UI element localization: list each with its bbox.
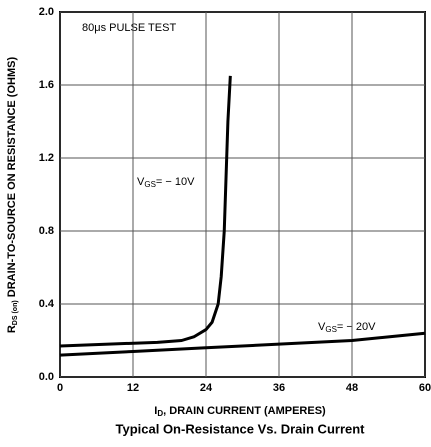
series-label: VGS= − 10V — [137, 176, 195, 189]
y-tick-label: 2.0 — [39, 6, 54, 18]
y-tick-label: 0.8 — [39, 225, 54, 237]
x-tick-label: 12 — [127, 382, 139, 394]
series-label: VGS= − 20V — [318, 321, 376, 334]
line-series — [59, 75, 232, 348]
y-tick-label: 1.2 — [39, 152, 54, 164]
x-tick-label: 24 — [200, 382, 213, 394]
x-tick-label: 60 — [419, 382, 431, 394]
annotation: 80μs PULSE TEST — [82, 22, 176, 34]
x-tick-label: 0 — [57, 382, 63, 394]
y-tick-label: 0.0 — [39, 371, 54, 383]
x-tick-label: 48 — [346, 382, 358, 394]
x-axis-label: ID, DRAIN CURRENT (AMPERES) — [154, 405, 326, 418]
x-tick-label: 36 — [273, 382, 285, 394]
line-series — [59, 331, 426, 357]
y-axis-label: RDS (on) DRAIN-TO-SOURCE ON RESISTANCE (… — [6, 57, 19, 334]
y-tick-label: 0.4 — [39, 298, 55, 310]
y-tick-label: 1.6 — [39, 79, 54, 91]
chart-title: Typical On-Resistance Vs. Drain Current — [116, 421, 366, 436]
